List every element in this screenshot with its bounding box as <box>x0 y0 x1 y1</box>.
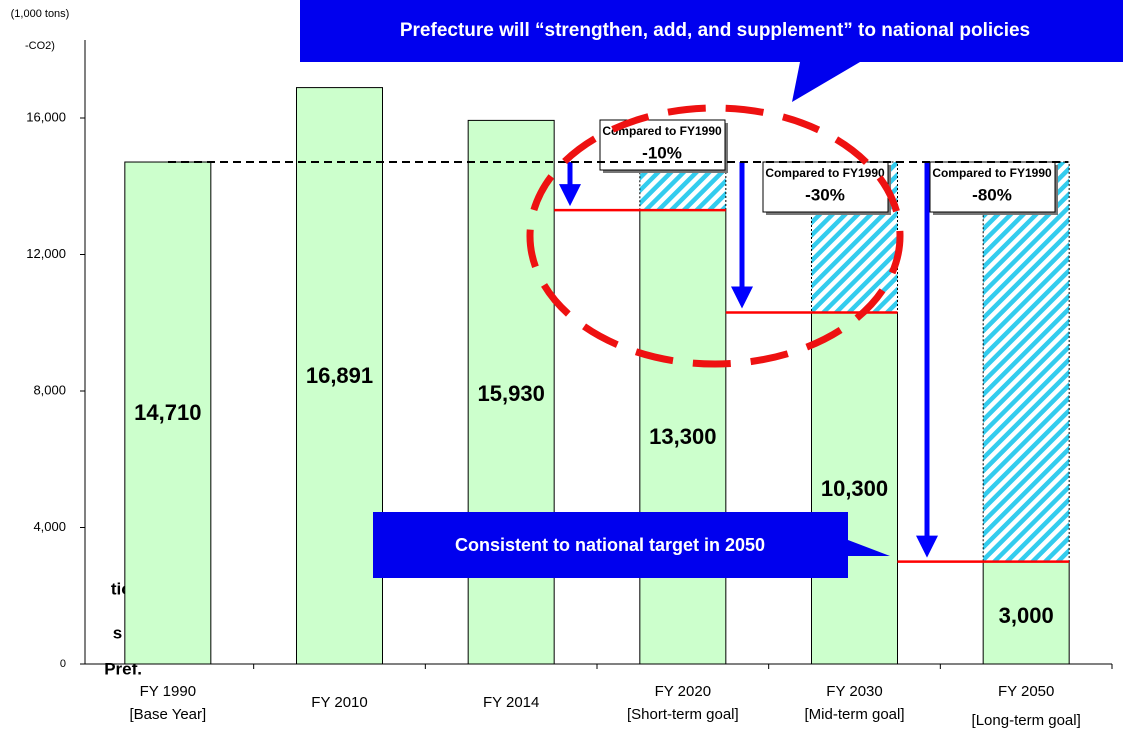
y-tick-label: 0 <box>60 658 66 670</box>
arrow-head <box>731 286 753 309</box>
bar <box>811 312 898 665</box>
x-tick-label: FY 2030 <box>826 683 882 700</box>
y-tick-label: 16,000 <box>26 109 66 124</box>
callout <box>300 0 1123 102</box>
value-label: 13,300 <box>649 424 716 449</box>
reduction-label: -80% <box>972 185 1012 204</box>
bar <box>124 161 212 665</box>
y-tick-label: 12,000 <box>26 246 66 261</box>
callout-text: Consistent to national target in 2050 <box>455 535 765 555</box>
bar <box>639 209 727 665</box>
bar <box>296 87 383 665</box>
reduction-label: -10% <box>642 143 682 162</box>
comparison-box <box>762 161 889 213</box>
value-label: 15,930 <box>478 381 545 406</box>
x-tick-label: FY 2010 <box>311 694 367 711</box>
x-tick-note: [Mid-term goal] <box>804 706 904 723</box>
reduction-area <box>982 161 1070 563</box>
x-tick-label: FY 1990 <box>140 683 196 700</box>
y-axis-label: (1,000 tons) <box>11 8 70 20</box>
highlight-ellipse <box>526 104 904 368</box>
value-label: 14,710 <box>134 400 201 425</box>
x-tick-label: FY 2050 <box>998 683 1054 700</box>
callout <box>373 512 890 578</box>
value-label: 10,300 <box>821 476 888 501</box>
y-tick-label: 8,000 <box>33 382 66 397</box>
value-label: 3,000 <box>999 603 1054 628</box>
x-tick-label: FY 2014 <box>483 694 539 711</box>
y-axis-unit: -CO2) <box>25 40 55 52</box>
comparison-label: Compared to FY1990 <box>765 166 885 180</box>
x-tick-note: [Base Year] <box>129 706 206 723</box>
comparison-label: Compared to FY1990 <box>602 124 722 138</box>
comparison-box <box>929 161 1056 213</box>
callout-text: Prefecture will “strengthen, add, and su… <box>400 20 1030 41</box>
value-label: 16,891 <box>306 363 373 388</box>
arrow-head <box>559 184 581 207</box>
y-tick-label: 4,000 <box>33 519 66 534</box>
x-tick-note: [Short-term goal] <box>627 706 739 723</box>
x-tick-note: [Long-term goal] <box>972 712 1081 729</box>
x-tick-label: FY 2020 <box>655 683 711 700</box>
comparison-label: Compared to FY1990 <box>932 166 1052 180</box>
arrow-head <box>916 535 938 558</box>
reduction-label: -30% <box>805 185 845 204</box>
